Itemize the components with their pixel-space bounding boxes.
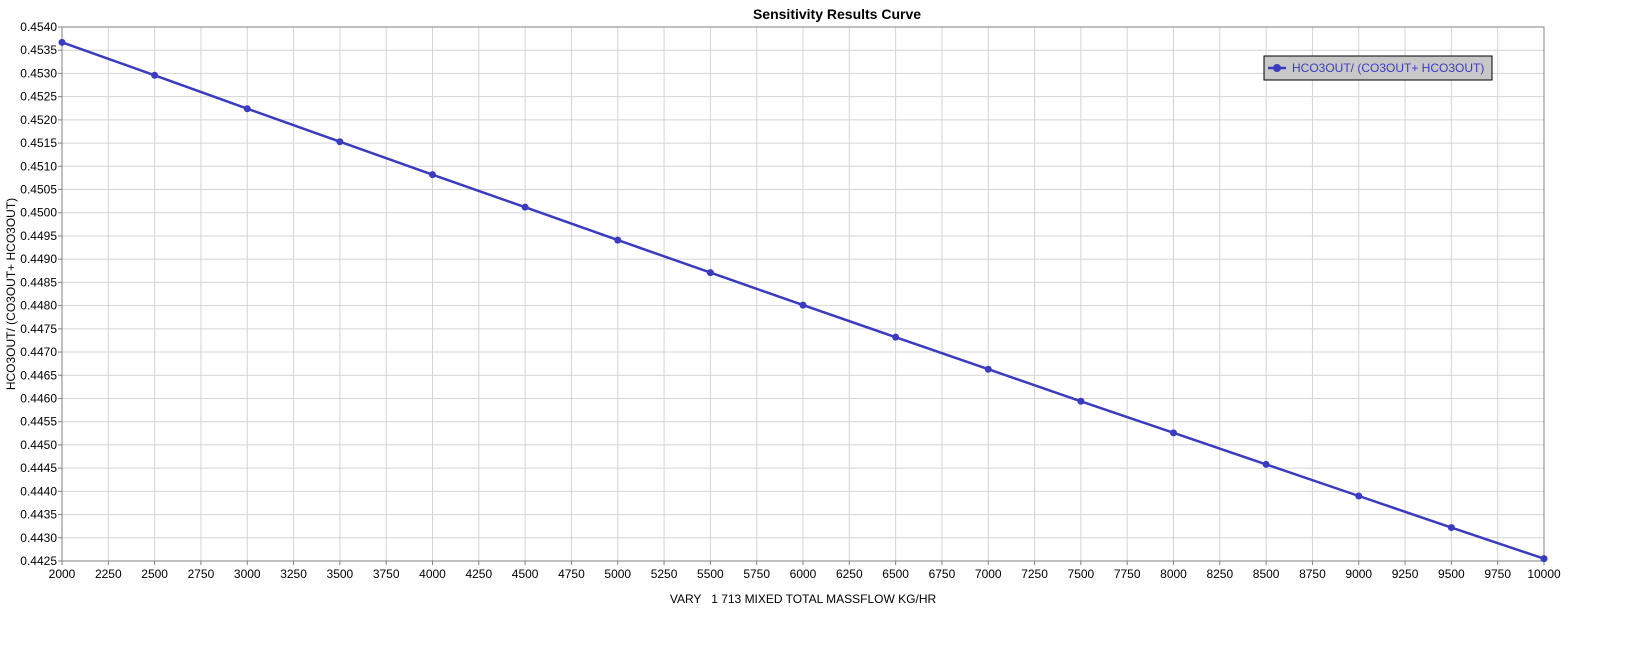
y-tick-label: 0.4505 xyxy=(20,183,57,197)
x-tick-label: 5000 xyxy=(604,567,631,581)
data-point xyxy=(243,105,251,113)
x-tick-label: 5750 xyxy=(743,567,770,581)
x-tick-label: 4250 xyxy=(465,567,492,581)
data-point xyxy=(429,171,436,179)
x-tick-label: 7250 xyxy=(1021,567,1048,581)
x-tick-label: 7000 xyxy=(975,567,1002,581)
y-tick-label: 0.4465 xyxy=(20,368,57,382)
data-point xyxy=(892,333,900,341)
x-axis-label: VARY 1 713 MIXED TOTAL MASSFLOW KG/HR xyxy=(670,592,937,606)
x-tick-label: 3000 xyxy=(234,567,261,581)
y-tick-label: 0.4460 xyxy=(20,391,57,405)
x-tick-label: 6500 xyxy=(882,567,909,581)
data-point xyxy=(521,203,529,211)
data-point xyxy=(1170,429,1177,437)
y-tick-label: 0.4425 xyxy=(20,554,57,568)
x-tick-label: 4750 xyxy=(558,567,585,581)
series-layer xyxy=(58,38,1548,563)
x-tick-label: 10000 xyxy=(1527,567,1561,581)
x-axis-ticks: 2000 2250 2500 2750 3000 3250 3500 3750 4000 4250… xyxy=(49,561,1561,581)
x-tick-label: 2250 xyxy=(95,567,122,581)
x-tick-label: 7750 xyxy=(1114,567,1141,581)
y-axis-label: HCO3OUT/ (CO3OUT+ HCO3OUT) xyxy=(4,198,18,390)
x-tick-label: 8500 xyxy=(1253,567,1280,581)
y-tick-label: 0.4440 xyxy=(20,484,57,498)
x-tick-label: 2500 xyxy=(141,567,168,581)
data-point xyxy=(1447,524,1455,532)
y-tick-label: 0.4445 xyxy=(20,461,57,475)
data-point xyxy=(614,236,622,244)
x-tick-label: 6250 xyxy=(836,567,863,581)
data-point xyxy=(1540,555,1548,563)
x-tick-label: 8000 xyxy=(1160,567,1187,581)
y-tick-label: 0.4525 xyxy=(20,90,57,104)
x-tick-label: 5500 xyxy=(697,567,724,581)
x-tick-label: 5250 xyxy=(651,567,678,581)
x-tick-label: 2750 xyxy=(188,567,215,581)
y-tick-label: 0.4530 xyxy=(20,66,57,80)
data-point xyxy=(151,71,159,79)
data-point xyxy=(706,269,714,277)
x-tick-label: 6750 xyxy=(929,567,956,581)
x-tick-label: 8250 xyxy=(1206,567,1233,581)
x-tick-label: 3250 xyxy=(280,567,307,581)
data-point xyxy=(799,301,807,309)
legend: HCO3OUT/ (CO3OUT+ HCO3OUT) xyxy=(1263,55,1493,81)
x-tick-label: 3500 xyxy=(327,567,354,581)
legend-box xyxy=(1263,55,1493,81)
x-tick-label: 4000 xyxy=(419,567,446,581)
data-point xyxy=(1262,460,1270,468)
y-tick-label: 0.4470 xyxy=(20,345,57,359)
x-tick-label: 3750 xyxy=(373,567,400,581)
y-tick-label: 0.4475 xyxy=(20,322,57,336)
y-tick-label: 0.4540 xyxy=(20,20,57,34)
y-tick-label: 0.4520 xyxy=(20,113,57,127)
x-tick-label: 4500 xyxy=(512,567,539,581)
x-tick-label: 9000 xyxy=(1345,567,1372,581)
data-point xyxy=(336,138,344,146)
x-tick-label: 8750 xyxy=(1299,567,1326,581)
x-tick-label: 6000 xyxy=(790,567,817,581)
x-tick-label: 2000 xyxy=(49,567,76,581)
y-tick-label: 0.4485 xyxy=(20,275,57,289)
y-tick-label: 0.4535 xyxy=(20,43,57,57)
legend-entry-label: HCO3OUT/ (CO3OUT+ HCO3OUT) xyxy=(1292,61,1484,75)
y-axis-ticks: 0.4425 0.4430 0.4435 0.4440 0.4445 0.4450 0.44… xyxy=(20,20,62,568)
y-tick-label: 0.4510 xyxy=(20,159,57,173)
y-tick-label: 0.4455 xyxy=(20,415,57,429)
data-point xyxy=(984,365,992,373)
data-point xyxy=(1077,397,1085,405)
y-tick-label: 0.4430 xyxy=(20,531,57,545)
data-point xyxy=(58,38,66,46)
y-tick-label: 0.4515 xyxy=(20,136,57,150)
chart-title: Sensitivity Results Curve xyxy=(753,6,921,22)
x-tick-label: 9750 xyxy=(1484,567,1511,581)
y-tick-label: 0.4490 xyxy=(20,252,57,266)
x-tick-label: 7500 xyxy=(1068,567,1095,581)
y-tick-label: 0.4480 xyxy=(20,299,57,313)
x-tick-label: 9250 xyxy=(1392,567,1419,581)
y-tick-label: 0.4500 xyxy=(20,206,57,220)
y-tick-label: 0.4495 xyxy=(20,229,57,243)
grid-lines xyxy=(61,26,1545,562)
y-tick-label: 0.4450 xyxy=(20,438,57,452)
y-tick-label: 0.4435 xyxy=(20,508,57,522)
data-point xyxy=(1355,492,1363,500)
x-tick-label: 9500 xyxy=(1438,567,1465,581)
legend-point-marker xyxy=(1273,64,1281,72)
